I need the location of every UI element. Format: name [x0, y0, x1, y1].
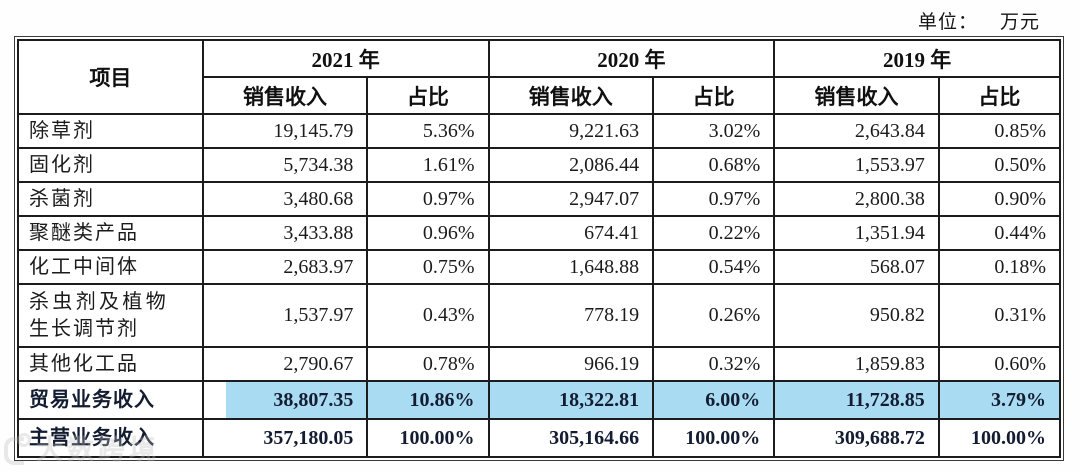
table-row: 杀虫剂及植物生长调节剂 1,537.97 0.43% 778.19 0.26% …	[17, 283, 1062, 348]
year-header-2020: 2020 年	[487, 39, 776, 78]
cell-value: 1,351.94	[773, 215, 940, 251]
cell-value: 0.85%	[937, 113, 1062, 149]
cell-value: 2,643.84	[773, 113, 940, 149]
cell-value: 5.36%	[366, 113, 490, 149]
cell-value: 3.02%	[652, 113, 776, 149]
cell-value: 0.68%	[652, 147, 776, 183]
table-row-main-business-total: 主营业务收入 357,180.05 100.00% 305,164.66 100…	[17, 418, 1062, 458]
cell-value: 1,648.88	[487, 249, 655, 285]
cell-value: 778.19	[487, 283, 655, 348]
row-label: 杀菌剂	[17, 181, 204, 217]
header-row-years: 项目 2021 年 2020 年 2019 年	[17, 39, 1061, 115]
cell-value: 2,947.07	[487, 181, 655, 217]
cell-value: 674.41	[487, 215, 655, 251]
cell-value: 0.78%	[366, 346, 490, 382]
year-header-2021: 2021 年	[201, 39, 490, 78]
row-label: 除草剂	[17, 113, 204, 149]
cell-value: 1,553.97	[773, 147, 940, 183]
cell-value: 1,537.97	[201, 283, 369, 348]
cell-value: 19,145.79	[201, 113, 369, 149]
row-label: 杀虫剂及植物生长调节剂	[17, 283, 204, 348]
col-header-revenue-2021: 销售收入	[201, 76, 369, 115]
table-row: 杀菌剂 3,480.68 0.97% 2,947.07 0.97% 2,800.…	[17, 181, 1062, 217]
col-header-revenue-2020: 销售收入	[487, 76, 655, 115]
row-label: 固化剂	[17, 147, 204, 183]
table-row: 化工中间体 2,683.97 0.75% 1,648.88 0.54% 568.…	[17, 249, 1062, 285]
unit-label: 单位：	[917, 12, 978, 33]
cell-value: 2,086.44	[487, 147, 655, 183]
cell-value: 2,800.38	[773, 181, 940, 217]
header-row-metrics: 销售收入 占比 销售收入 占比 销售收入 占比	[18, 76, 1062, 115]
col-header-share-2021: 占比	[366, 76, 490, 115]
col-header-revenue-2019: 销售收入	[773, 76, 940, 115]
table-row: 固化剂 5,734.38 1.61% 2,086.44 0.68% 1,553.…	[17, 147, 1062, 183]
cell-value-highlighted: 3.79%	[937, 380, 1062, 420]
cell-value-highlighted: 38,807.35	[201, 380, 369, 420]
row-label: 其他化工品	[17, 346, 204, 382]
col-header-share-2019: 占比	[937, 76, 1062, 115]
unit-value: 万元	[999, 12, 1040, 33]
cell-value-highlighted: 6.00%	[652, 380, 776, 420]
cell-value: 9,221.63	[487, 113, 655, 149]
cell-value: 1.61%	[366, 147, 490, 183]
table-row: 除草剂 19,145.79 5.36% 9,221.63 3.02% 2,643…	[17, 113, 1062, 149]
cell-value: 0.18%	[937, 249, 1062, 285]
cell-value: 0.97%	[652, 181, 776, 217]
col-header-share-2020: 占比	[652, 76, 776, 115]
cell-value: 100.00%	[937, 418, 1062, 458]
cell-value: 5,734.38	[201, 147, 369, 183]
cell-value: 950.82	[773, 283, 940, 348]
cell-value: 309,688.72	[773, 418, 940, 458]
cell-value: 2,790.67	[201, 346, 369, 382]
year-header-2019: 2019 年	[773, 39, 1061, 78]
cell-value: 357,180.05	[201, 418, 369, 458]
cell-value: 0.90%	[937, 181, 1062, 217]
corner-header: 项目	[17, 39, 204, 115]
cell-value: 0.32%	[652, 346, 776, 382]
row-label: 聚醚类产品	[17, 215, 204, 251]
row-label: 贸易业务收入	[17, 380, 204, 420]
row-label: 化工中间体	[17, 249, 204, 285]
revenue-table: 项目 2021 年 2020 年 2019 年 销售收入 占比 销售收入 占比 …	[17, 39, 1062, 458]
cell-value-highlighted: 11,728.85	[773, 380, 940, 420]
cell-value: 0.50%	[937, 147, 1062, 183]
cell-value: 568.07	[773, 249, 940, 285]
revenue-table-frame: 项目 2021 年 2020 年 2019 年 销售收入 占比 销售收入 占比 …	[14, 36, 1064, 461]
cell-value: 100.00%	[652, 418, 776, 458]
table-row: 聚醚类产品 3,433.88 0.96% 674.41 0.22% 1,351.…	[17, 215, 1062, 251]
cell-value-highlighted: 18,322.81	[487, 380, 655, 420]
cell-value: 0.43%	[366, 283, 490, 348]
cell-value: 0.60%	[937, 346, 1062, 382]
cell-value: 1,859.83	[773, 346, 940, 382]
cell-value: 3,433.88	[201, 215, 369, 251]
cell-value: 966.19	[487, 346, 655, 382]
unit-note: 单位： 万元	[918, 7, 1040, 34]
table-row: 其他化工品 2,790.67 0.78% 966.19 0.32% 1,859.…	[17, 346, 1062, 382]
cell-value: 0.44%	[937, 215, 1062, 251]
cell-value: 0.75%	[366, 249, 490, 285]
row-label: 主营业务收入	[17, 418, 204, 458]
cell-value: 0.31%	[937, 283, 1062, 348]
cell-value-highlighted: 10.86%	[366, 380, 490, 420]
cell-value: 0.22%	[652, 215, 776, 251]
cell-value: 0.96%	[366, 215, 490, 251]
cell-value: 0.26%	[652, 283, 776, 348]
cell-value: 2,683.97	[201, 249, 369, 285]
cell-value: 0.97%	[366, 181, 490, 217]
cell-value: 100.00%	[366, 418, 490, 458]
cell-value: 305,164.66	[487, 418, 655, 458]
cell-value: 3,480.68	[201, 181, 369, 217]
table-row-trading-income-highlighted: 贸易业务收入 38,807.35 10.86% 18,322.81 6.00% …	[17, 380, 1062, 420]
cell-value: 0.54%	[652, 249, 776, 285]
